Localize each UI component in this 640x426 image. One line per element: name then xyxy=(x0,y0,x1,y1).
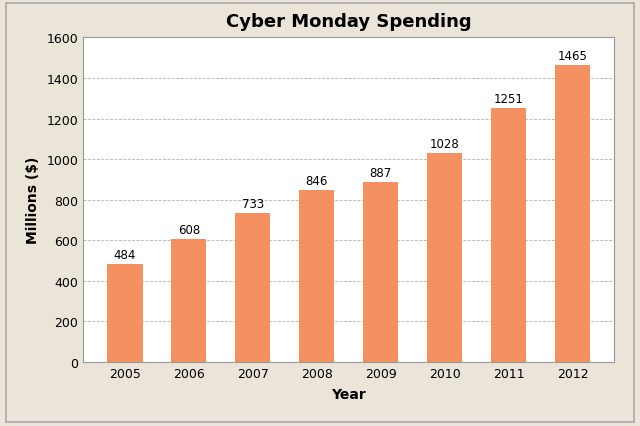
Bar xyxy=(300,191,335,362)
Text: 1465: 1465 xyxy=(557,50,588,63)
Text: 484: 484 xyxy=(114,248,136,261)
Text: 887: 887 xyxy=(370,167,392,180)
Bar xyxy=(427,154,462,362)
Text: 1028: 1028 xyxy=(430,138,460,151)
Bar xyxy=(555,66,590,362)
Text: 608: 608 xyxy=(178,223,200,236)
Bar xyxy=(491,109,526,362)
Bar xyxy=(363,183,398,362)
Y-axis label: Millions ($): Millions ($) xyxy=(26,157,40,244)
X-axis label: Year: Year xyxy=(332,387,366,401)
Title: Cyber Monday Spending: Cyber Monday Spending xyxy=(226,13,472,31)
Bar xyxy=(108,264,143,362)
Bar xyxy=(236,214,271,362)
Text: 846: 846 xyxy=(306,175,328,188)
Text: 733: 733 xyxy=(242,198,264,211)
Bar xyxy=(172,239,207,362)
Text: 1251: 1251 xyxy=(494,93,524,106)
